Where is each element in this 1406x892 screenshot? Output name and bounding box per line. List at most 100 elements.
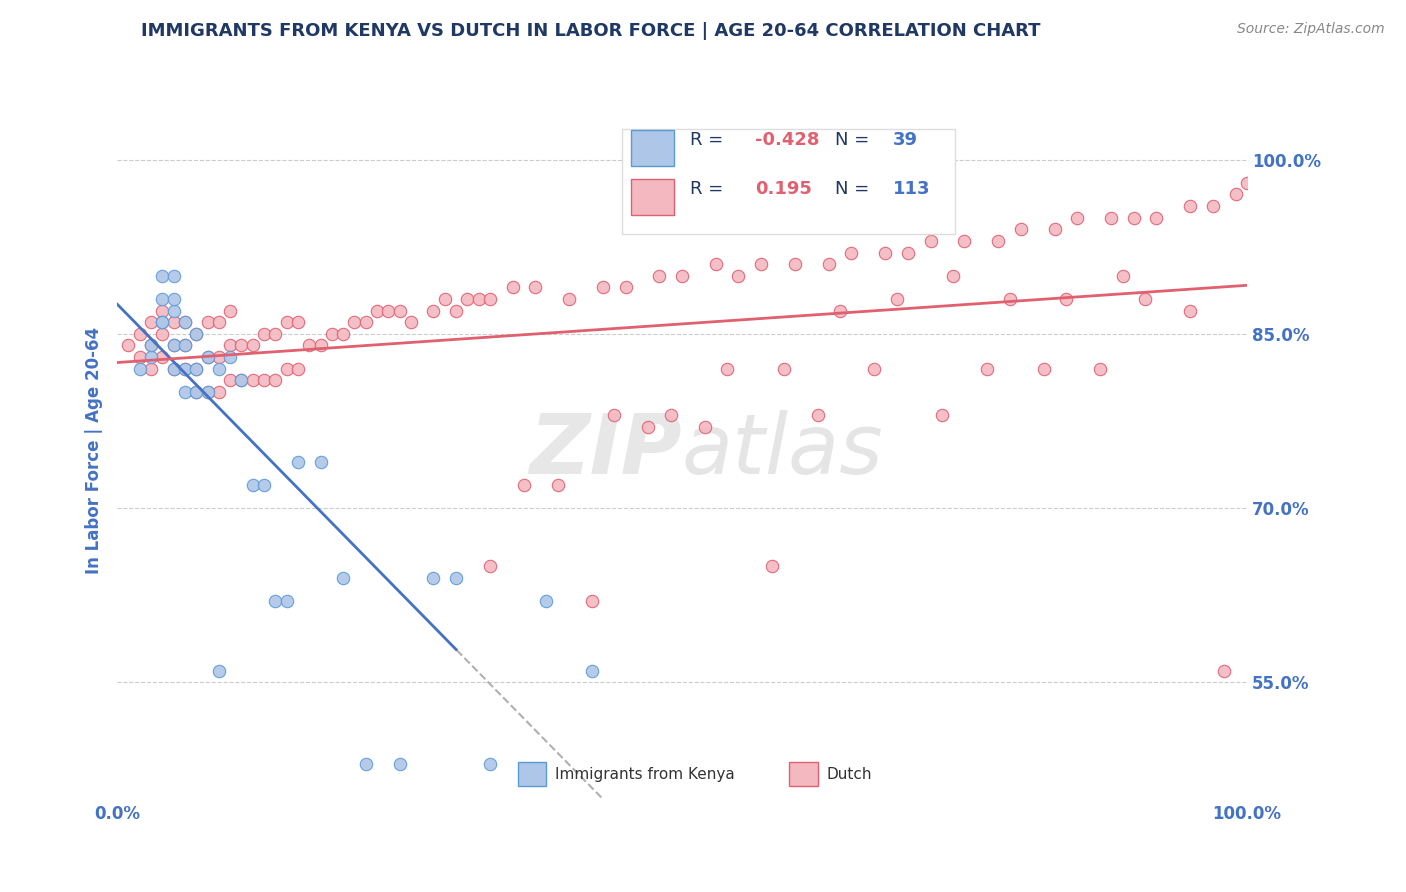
Point (150, 326, 173, 341)
Text: N =: N = (835, 179, 875, 198)
Point (150, 315, 173, 329)
Point (174, 384, 197, 399)
Point (253, 373, 276, 387)
Point (231, 338, 253, 352)
Point (231, 373, 253, 387)
Point (444, 303, 467, 318)
Point (276, 594, 298, 608)
Point (897, 245, 920, 260)
Point (354, 756, 377, 771)
Point (524, 280, 547, 294)
Point (886, 292, 908, 306)
Point (1032, 361, 1054, 376)
Point (581, 664, 603, 678)
Point (150, 292, 173, 306)
Point (749, 257, 772, 271)
Point (716, 361, 738, 376)
Point (208, 350, 231, 364)
Point (139, 338, 162, 352)
Point (197, 384, 219, 399)
Point (242, 373, 264, 387)
Point (841, 245, 863, 260)
Point (242, 338, 264, 352)
Point (163, 268, 186, 283)
Point (253, 478, 276, 492)
Point (298, 338, 321, 352)
Point (174, 338, 197, 352)
Point (150, 303, 173, 318)
Point (139, 350, 162, 364)
Point (208, 315, 231, 329)
Point (659, 408, 682, 422)
Point (186, 326, 208, 341)
Point (1054, 292, 1077, 306)
Point (150, 350, 173, 364)
Point (1180, 199, 1202, 213)
Point (128, 361, 150, 376)
Point (253, 326, 276, 341)
Point (558, 292, 581, 306)
Point (953, 234, 976, 248)
Point (648, 268, 671, 283)
Point (197, 384, 219, 399)
Point (163, 303, 186, 318)
Point (128, 326, 150, 341)
Point (830, 303, 852, 318)
Point (875, 245, 897, 260)
Point (208, 361, 231, 376)
Point (671, 268, 693, 283)
Point (219, 350, 242, 364)
Point (433, 292, 456, 306)
Point (163, 292, 186, 306)
Point (343, 315, 366, 329)
Point (547, 478, 569, 492)
Point (186, 326, 208, 341)
Point (276, 361, 298, 376)
Text: ZIP: ZIP (530, 409, 682, 491)
Point (219, 373, 242, 387)
Text: Immigrants from Kenya: Immigrants from Kenya (555, 766, 735, 781)
FancyBboxPatch shape (631, 179, 673, 215)
Point (332, 326, 354, 341)
Point (1213, 664, 1236, 678)
Point (603, 408, 626, 422)
Point (276, 315, 298, 329)
Point (818, 257, 841, 271)
Point (1133, 292, 1156, 306)
Point (1111, 268, 1133, 283)
Point (444, 571, 467, 585)
Point (422, 303, 444, 318)
Point (150, 268, 173, 283)
Point (693, 419, 716, 434)
Text: IMMIGRANTS FROM KENYA VS DUTCH IN LABOR FORCE | AGE 20-64 CORRELATION CHART: IMMIGRANTS FROM KENYA VS DUTCH IN LABOR … (141, 22, 1040, 40)
Point (174, 361, 197, 376)
Point (197, 315, 219, 329)
Point (197, 350, 219, 364)
Point (321, 326, 343, 341)
Point (388, 303, 411, 318)
Point (1122, 211, 1144, 225)
FancyBboxPatch shape (631, 130, 673, 166)
Point (117, 338, 139, 352)
Point (1066, 211, 1088, 225)
Point (772, 361, 794, 376)
Point (783, 257, 806, 271)
Point (1225, 187, 1247, 202)
Point (614, 280, 637, 294)
Point (1146, 211, 1168, 225)
FancyBboxPatch shape (519, 763, 547, 786)
Point (399, 315, 422, 329)
Text: Source: ZipAtlas.com: Source: ZipAtlas.com (1237, 22, 1385, 37)
Point (264, 373, 287, 387)
Text: Dutch: Dutch (827, 766, 872, 781)
Point (998, 292, 1021, 306)
Point (139, 315, 162, 329)
Point (456, 292, 478, 306)
Point (163, 361, 186, 376)
Point (987, 234, 1010, 248)
Point (186, 361, 208, 376)
Point (422, 571, 444, 585)
Point (174, 361, 197, 376)
Point (478, 292, 501, 306)
Point (186, 384, 208, 399)
